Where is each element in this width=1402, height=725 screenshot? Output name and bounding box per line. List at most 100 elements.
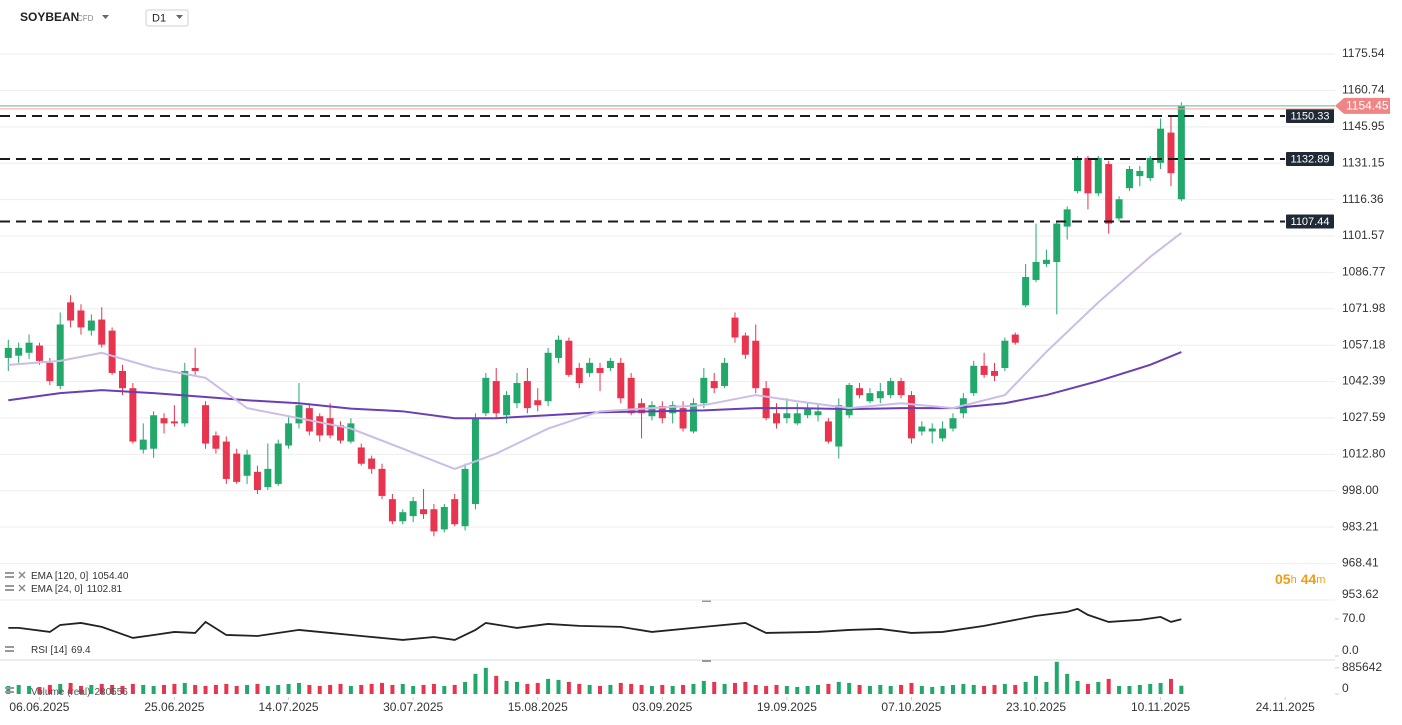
symbol[interactable]: SOYBEAN [20,10,79,24]
candle-body [1074,157,1082,192]
x-tick-label: 25.06.2025 [144,700,204,714]
candle-body [139,439,147,450]
volume-bar [504,680,509,694]
candle-body [357,447,365,464]
volume-bar [805,685,810,694]
candle-body [679,408,687,429]
volume-bar [618,682,623,694]
candle-body [430,509,438,532]
timeframe[interactable]: D1 [152,12,166,24]
volume-bar [265,685,270,694]
volume-bar [1002,683,1007,694]
volume-bar [535,682,540,694]
volume-bar [681,684,686,694]
timeframe-dropdown[interactable] [176,15,183,19]
volume-bar [950,684,955,694]
legend-value: 1054.40 [92,571,129,582]
y-tick-label: 1116.36 [1342,192,1384,206]
candle-body [129,388,137,442]
volume-bar [784,685,789,694]
volume-bar [971,684,976,694]
volume-bar [546,678,551,694]
candle-body [928,428,936,432]
volume-bar [847,682,852,694]
y-tick-label: 1027.59 [1342,410,1386,424]
candle-body [731,317,739,338]
volume-bar [587,684,592,694]
volume-bar [473,673,478,694]
volume-bar [795,686,800,694]
volume-bar [110,684,115,694]
volume-bar [525,683,530,694]
level-label-box [1286,109,1334,124]
volume-bar [182,682,187,694]
volume-bar [286,683,291,694]
legend-name: EMA [120, 0] [31,571,88,582]
candle-body [596,368,604,373]
volume-bar [431,683,436,694]
candle-body [336,425,344,441]
volume-bar [1085,683,1090,694]
volume-bar [276,684,281,694]
volume-bar [1148,683,1153,694]
countdown-minutes-unit: m [1316,574,1325,586]
candle-body [897,381,905,396]
volume-bar [919,685,924,694]
candle-body [420,509,428,515]
candle-body [1011,334,1019,343]
legend-close[interactable] [18,571,26,579]
volume-bar [58,683,63,694]
volume-bar [317,685,322,694]
candle-body [243,454,251,476]
volume-bar [566,681,571,694]
volume-bar [701,680,706,694]
candle-body [534,400,542,406]
timeframe-box[interactable] [145,9,189,27]
candle-body [741,335,749,355]
volume-bar [888,685,893,694]
volume-bar [494,675,499,694]
y-tick-label: 1145.95 [1342,119,1385,133]
candle-body [669,405,677,414]
y-tick-label: 1175.54 [1342,46,1385,60]
candle-body [856,388,864,396]
volume-bar [1065,673,1070,694]
candle-body [835,405,843,447]
countdown-hours: 05 [1275,571,1291,587]
candle-body [67,302,75,321]
volume-bar [141,684,146,694]
rsi-line [8,607,1182,641]
volume-bar [1158,682,1163,694]
candle-body [1032,261,1040,280]
candle-body [804,408,812,416]
candle-body [689,403,697,432]
legend-icon [5,691,14,693]
candle-body [4,347,12,358]
candle-body [887,381,895,396]
instrument-type: CFD [77,14,94,23]
volume-bar [909,682,914,694]
volume-bar [712,681,717,694]
volume-bar [1013,684,1018,694]
x-tick-label: 10.11.2025 [1131,700,1190,714]
volume-bar [1106,678,1111,694]
volume-bar [224,683,229,694]
volume-bar [369,683,374,694]
volume-bar [6,685,11,694]
candle-body [700,377,708,404]
candle-body [949,418,957,429]
volume-bar [348,685,353,694]
symbol-dropdown[interactable] [102,15,109,19]
legend-icon [5,576,14,578]
volume-bar [1034,675,1039,694]
y-tick-label: 1101.57 [1342,228,1385,242]
grid: 1175.54 1160.74 1145.95 1131.15 1116.36 1101.… [0,46,1386,714]
volume-bar [16,684,21,694]
y-tick-label: 1131.15 [1342,155,1385,169]
volume-bar [556,679,561,694]
candle-body [1053,223,1061,262]
legend-close[interactable] [18,584,26,592]
y-tick-label: 1071.98 [1342,301,1386,315]
candle-body [1157,128,1165,163]
candle-body [482,377,490,414]
